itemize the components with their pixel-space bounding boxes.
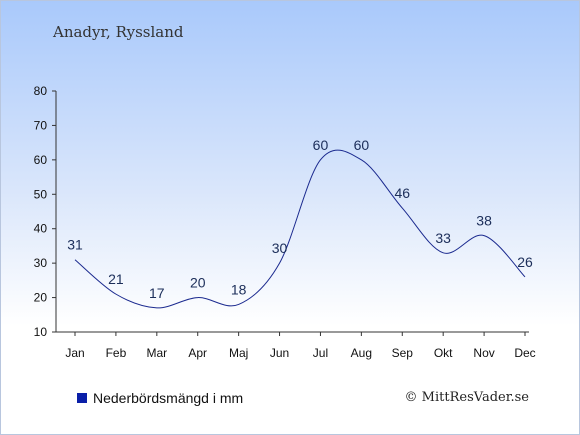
x-tick-label-Nov: Nov <box>473 346 494 360</box>
credit-text: © MittResVader.se <box>404 390 529 405</box>
x-tick-label-Mar: Mar <box>146 346 167 360</box>
x-tick-label-Feb: Feb <box>106 346 127 360</box>
y-tick-label-30: 30 <box>34 256 48 270</box>
y-tick-label-70: 70 <box>34 118 48 132</box>
y-tick-label-20: 20 <box>34 291 48 305</box>
x-tick-label-Jul: Jul <box>313 346 328 360</box>
precipitation-series-line <box>74 149 526 309</box>
y-tick-label-50: 50 <box>34 187 48 201</box>
x-tick-label-Aug: Aug <box>351 346 372 360</box>
data-label-Nov: 38 <box>476 213 492 229</box>
x-tick-label-Sep: Sep <box>392 346 414 360</box>
legend-swatch <box>77 393 87 403</box>
chart-title: Anadyr, Ryssland <box>53 23 184 41</box>
legend: Nederbördsmängd i mm <box>77 390 243 406</box>
x-tick-label-Maj: Maj <box>229 346 248 360</box>
data-label-Aug: 60 <box>354 137 370 153</box>
y-tick-label-10: 10 <box>34 325 48 339</box>
data-label-Okt: 33 <box>435 230 451 246</box>
data-label-Jan: 31 <box>67 237 83 253</box>
x-tick-label-Jan: Jan <box>65 346 84 360</box>
data-label-Dec: 26 <box>517 254 533 270</box>
x-tick-label-Okt: Okt <box>434 346 453 360</box>
y-tick-label-40: 40 <box>34 222 48 236</box>
x-tick-label-Apr: Apr <box>188 346 207 360</box>
x-tick-label-Jun: Jun <box>270 346 289 360</box>
data-label-Feb: 21 <box>108 271 124 287</box>
legend-label: Nederbördsmängd i mm <box>93 390 244 406</box>
y-tick-label-80: 80 <box>34 84 48 98</box>
y-tick-label-60: 60 <box>34 153 48 167</box>
data-label-Mar: 17 <box>149 285 165 301</box>
data-label-Sep: 46 <box>394 185 410 201</box>
data-label-Maj: 18 <box>231 281 247 297</box>
data-label-Jun: 30 <box>272 240 288 256</box>
data-label-Jul: 60 <box>313 137 329 153</box>
x-tick-label-Dec: Dec <box>514 346 535 360</box>
data-label-Apr: 20 <box>190 275 206 291</box>
